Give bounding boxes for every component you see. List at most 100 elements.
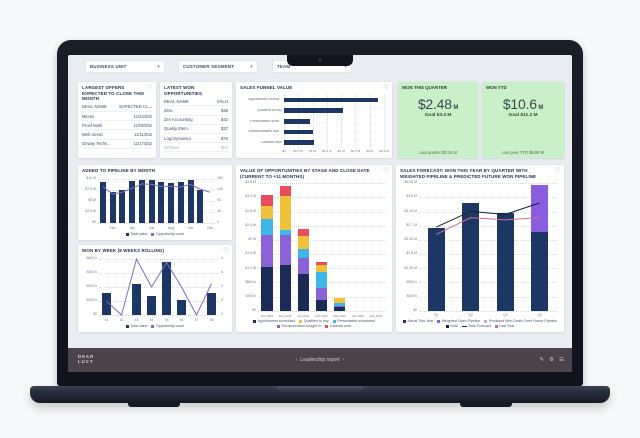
bar-segment [531, 184, 549, 233]
tick-label: 2 [221, 298, 223, 302]
bar-column [523, 183, 558, 311]
gridline [258, 254, 385, 256]
panel-title: SALES FORECAST: WON THIS YEAR BY QUARTER… [400, 168, 537, 179]
info-icon[interactable]: ⓘ [383, 84, 389, 89]
legend-swatch [332, 320, 336, 324]
bar-track [284, 119, 384, 124]
kpi-unit: M [538, 105, 544, 111]
info-icon[interactable]: ⓘ [555, 167, 561, 172]
bar [284, 129, 313, 135]
bar-track [284, 129, 384, 135]
tick-label: $0 [413, 308, 417, 313]
customer-segment-select[interactable]: CUSTOMER SEGMENT ▾ [178, 60, 258, 73]
sales-forecast-panel: SALES FORECAST: WON THIS YEAR BY QUARTER… [396, 165, 564, 332]
won-by-week-panel: WON BY WEEK (8 WEEKS ROLLING) ⓘ $600 k $4… [78, 245, 232, 332]
gridline [98, 189, 215, 191]
tick-label: $0.5 M [293, 149, 304, 153]
info-icon[interactable]: ⓘ [383, 167, 389, 172]
tick-label: Q3 [502, 313, 508, 318]
laptop-foot [128, 402, 180, 407]
next-report-button[interactable]: › [342, 357, 345, 363]
bars [258, 183, 385, 311]
tick-label: $3.5 M [379, 149, 389, 153]
tick-label: $2.7 M [406, 222, 417, 227]
legend-swatch [151, 233, 155, 237]
gridline [384, 94, 385, 148]
x-axis: Nov 2025 Dec 2025 Jan 2026 Feb 2026 Mar 2026… [258, 314, 385, 318]
tick-label: $7.5 M [85, 186, 96, 191]
tick-label: $1.35 M [404, 265, 417, 270]
gridline [258, 197, 385, 199]
legend-label: Total value [130, 324, 148, 329]
tick-label: $1.8 M [406, 251, 417, 256]
bar-segment [177, 299, 186, 315]
tick-label: $3.15 M [404, 208, 417, 213]
chart-legend: Appointment scheduled Qualified to buy Pre… [240, 319, 388, 329]
tick-label: $150 k [86, 298, 97, 302]
kpi-value: $10.6 M [502, 96, 544, 112]
bar-column [137, 179, 147, 223]
bar-segment [261, 234, 273, 267]
edit-pencil-icon[interactable]: ✎ [539, 357, 545, 363]
laptop-foot [460, 402, 512, 407]
plot-area [419, 183, 558, 312]
bar-column [367, 183, 385, 311]
x-axis: Feb Apr Jun Aug Oct Dec [98, 226, 215, 231]
gridline [99, 300, 219, 302]
legend-label: Contract sent [329, 324, 351, 329]
panel-title: LARGEST OFFERS EXPECTED TO CLOSE THIS MO… [82, 85, 145, 102]
tick-label: $1.5 M [322, 149, 332, 153]
bar-row: Decisionmaker bou... [242, 129, 384, 135]
bar-column [204, 259, 219, 315]
bar-stack [132, 259, 141, 315]
bar-stack [279, 183, 291, 311]
largest-offers-table: DEAL NAME EXPECTED CL... Micres 11/23/202 Pr… [82, 103, 152, 149]
legend-label: Goal [450, 324, 458, 329]
chart-legend: Total value Opportunity count [82, 232, 228, 237]
prev-report-button[interactable]: ‹ [295, 357, 298, 363]
tick-label: Dec [207, 226, 214, 231]
gridline [419, 296, 557, 298]
gridline [98, 178, 215, 180]
gridline [419, 197, 557, 199]
camera-notch [287, 55, 353, 66]
bar-segment [315, 300, 328, 311]
tick-label: Apr [129, 226, 135, 231]
tick-label: 45 [164, 318, 169, 323]
gear-icon[interactable]: ⚙ [549, 357, 555, 363]
tick-label: $400 k [245, 294, 256, 298]
bar [284, 108, 343, 113]
legend-item: Weighted Open Pipeline [437, 319, 480, 324]
table-row: Proof Mark 11/05/202 [82, 121, 152, 131]
bar-row: Qualified to buy [242, 108, 384, 113]
bar-stack [352, 183, 363, 311]
tick-label: $2.5 M [85, 209, 96, 213]
bar-stack [370, 183, 381, 311]
y-axis-left: $600 k $450 k $300 k $150 k $0 [82, 256, 97, 317]
gridline [419, 254, 557, 256]
line-series [99, 259, 219, 315]
bar-column [276, 183, 294, 311]
bar-column [166, 179, 176, 223]
bar-column [159, 259, 174, 315]
bar-column [108, 179, 118, 223]
legend-label: Total Forecast [468, 324, 491, 329]
legend-item: Contract sent [325, 324, 351, 329]
laptop-screen: BUSINESS UNIT ▾ CUSTOMER SEGMENT ▾ TEAM … [68, 55, 572, 372]
latest-won-panel: LATEST WON OPPORTUNITIES DEAL NAME VALU Ze… [160, 82, 232, 158]
info-icon[interactable]: ⓘ [223, 247, 229, 252]
menu-icon[interactable]: ☰ [559, 357, 564, 363]
bar-row: Appointment sched... [242, 97, 384, 103]
tick-label: 47 [194, 318, 199, 323]
bar-segment [297, 273, 309, 311]
info-icon[interactable]: ⓘ [147, 84, 153, 89]
bar-track [284, 108, 384, 113]
bar-stack [119, 179, 126, 223]
line-series [98, 179, 215, 223]
x-axis: Q1 Q2 Q3 Q4 [419, 313, 557, 318]
bar-stack [207, 259, 216, 315]
tick-label: May 2026 [369, 313, 383, 318]
tick-label: $900 k [406, 279, 417, 284]
select-label: BUSINESS UNIT [90, 64, 127, 69]
business-unit-select[interactable]: BUSINESS UNIT ▾ [85, 60, 165, 73]
